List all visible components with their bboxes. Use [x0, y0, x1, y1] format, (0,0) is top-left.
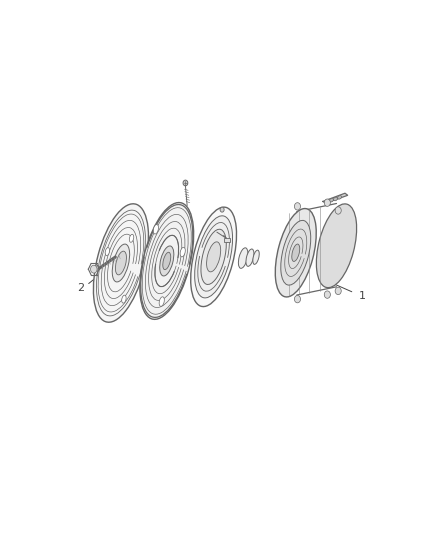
Ellipse shape — [324, 199, 330, 206]
Ellipse shape — [338, 196, 342, 199]
Ellipse shape — [180, 247, 185, 257]
Ellipse shape — [160, 246, 174, 276]
Ellipse shape — [294, 295, 300, 303]
Ellipse shape — [159, 297, 164, 306]
Ellipse shape — [112, 244, 130, 282]
Ellipse shape — [335, 207, 341, 214]
Ellipse shape — [324, 291, 330, 298]
Ellipse shape — [140, 203, 194, 319]
Ellipse shape — [316, 204, 357, 288]
Ellipse shape — [183, 180, 188, 186]
Ellipse shape — [275, 208, 316, 297]
Ellipse shape — [153, 224, 159, 234]
Ellipse shape — [281, 220, 311, 285]
Ellipse shape — [93, 204, 148, 322]
Ellipse shape — [191, 207, 237, 306]
Ellipse shape — [122, 295, 126, 303]
Ellipse shape — [292, 244, 300, 261]
Ellipse shape — [294, 203, 300, 210]
Ellipse shape — [117, 259, 122, 273]
Ellipse shape — [335, 287, 341, 295]
Text: 1: 1 — [358, 291, 365, 301]
Ellipse shape — [129, 235, 134, 243]
Ellipse shape — [91, 265, 97, 273]
Ellipse shape — [116, 251, 127, 275]
Ellipse shape — [329, 198, 333, 202]
Ellipse shape — [207, 242, 221, 272]
FancyBboxPatch shape — [224, 238, 230, 243]
Ellipse shape — [333, 197, 337, 201]
Ellipse shape — [105, 248, 110, 255]
Ellipse shape — [201, 229, 226, 285]
Ellipse shape — [246, 249, 254, 266]
Ellipse shape — [163, 252, 171, 270]
Polygon shape — [323, 193, 348, 203]
Ellipse shape — [253, 250, 259, 264]
Ellipse shape — [220, 207, 224, 212]
Ellipse shape — [194, 216, 233, 298]
Ellipse shape — [238, 248, 248, 268]
Text: 2: 2 — [77, 282, 84, 293]
